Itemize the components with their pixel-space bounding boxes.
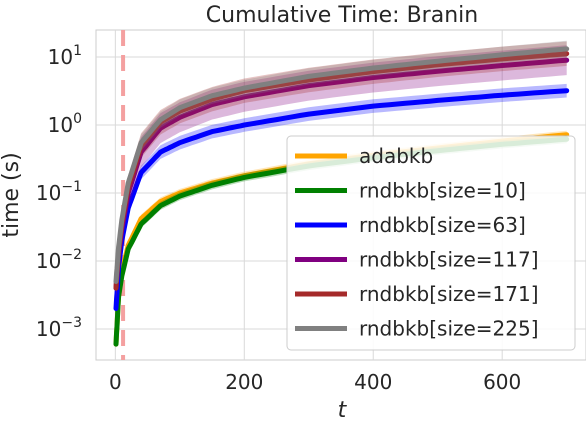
y-tick-label: 101 <box>48 43 82 69</box>
legend-box <box>286 135 576 351</box>
legend-label: rndbkb[size=225] <box>359 317 539 341</box>
y-tick-label: 10−2 <box>36 247 82 273</box>
chart-title: Cumulative Time: Branin <box>206 3 478 28</box>
series-band-3 <box>116 45 567 303</box>
plot-area: 0 200 400 600 10−3 10−2 10−1 100 101 adabkb rndbkb… <box>36 29 586 394</box>
series-line-5 <box>113 46 570 284</box>
legend-label: rndbkb[size=63] <box>359 213 526 237</box>
y-tick-label: 10−1 <box>36 179 82 205</box>
legend-label: adabkb <box>359 144 433 168</box>
legend-label: rndbkb[size=10] <box>359 179 526 203</box>
y-axis-title: time (s) <box>0 152 24 237</box>
y-tick-label: 10−3 <box>36 315 82 341</box>
legend-label: rndbkb[size=117] <box>359 248 539 272</box>
x-tick-label: 400 <box>354 370 392 394</box>
x-tick-label: 0 <box>109 370 122 394</box>
legend-label: rndbkb[size=171] <box>359 282 539 306</box>
series-band-4 <box>116 41 567 301</box>
x-tick-label: 200 <box>225 370 263 394</box>
legend: adabkb rndbkb[size=10] rndbkb[size=63] rndb… <box>286 135 576 351</box>
y-tick-label: 100 <box>48 111 82 137</box>
x-axis-title: t <box>338 398 348 423</box>
x-tick-label: 600 <box>483 370 521 394</box>
